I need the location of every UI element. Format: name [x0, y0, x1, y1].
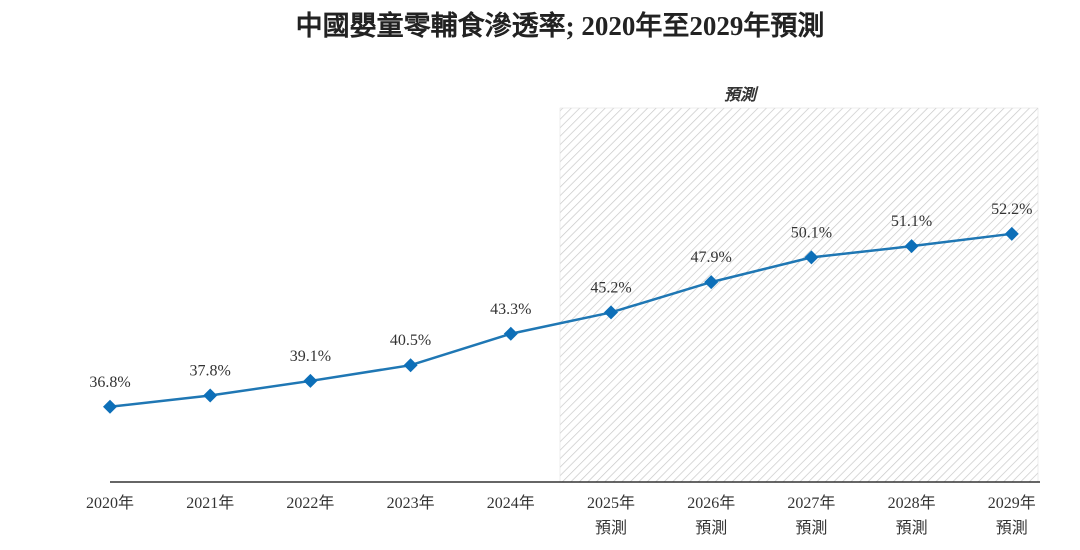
x-tick-sublabel: 預測 — [896, 519, 928, 537]
x-tick-label: 2029年 — [988, 494, 1036, 512]
x-tick-label: 2023年 — [387, 494, 435, 512]
x-tick-label: 2025年 — [587, 494, 635, 512]
data-point-marker — [303, 373, 318, 388]
data-label: 52.2% — [991, 201, 1032, 218]
x-tick-label: 2026年 — [687, 494, 735, 512]
data-point-marker — [604, 305, 618, 320]
series-line — [109, 232, 1012, 409]
data-point-marker — [203, 388, 218, 403]
x-tick-label: 2020年 — [86, 494, 134, 512]
x-tick-label: 2022年 — [286, 494, 334, 512]
data-label: 43.3% — [490, 301, 531, 318]
data-point-marker — [904, 239, 919, 254]
data-label: 40.5% — [390, 332, 431, 349]
data-point-marker — [804, 250, 819, 265]
x-tick-sublabel: 預測 — [595, 519, 627, 537]
data-label: 37.8% — [190, 363, 231, 380]
data-point-marker — [503, 326, 518, 341]
x-tick-label: 2027年 — [787, 494, 835, 512]
x-tick-sublabel: 預測 — [996, 519, 1028, 537]
chart-title: 中國嬰童零輔食滲透率; 2020年至2029年預測 — [296, 10, 825, 41]
forecast-label: 預測 — [724, 86, 759, 104]
data-label: 45.2% — [590, 279, 631, 296]
forecast-region — [559, 107, 1039, 483]
data-point-marker — [403, 358, 418, 373]
data-label: 50.1% — [791, 224, 832, 241]
x-tick-label: 2024年 — [487, 494, 535, 512]
data-point-marker — [1004, 226, 1019, 241]
data-point-marker — [103, 399, 117, 414]
x-tick-label: 2021年 — [186, 494, 234, 512]
data-label: 51.1% — [891, 213, 932, 230]
x-tick-sublabel: 預測 — [695, 519, 727, 537]
x-tick-label: 2028年 — [888, 494, 936, 512]
x-tick-sublabel: 預測 — [795, 519, 827, 537]
data-label: 47.9% — [691, 249, 732, 266]
data-point-marker — [704, 275, 719, 290]
data-label: 36.8% — [89, 374, 130, 391]
data-label: 39.1% — [290, 348, 331, 365]
